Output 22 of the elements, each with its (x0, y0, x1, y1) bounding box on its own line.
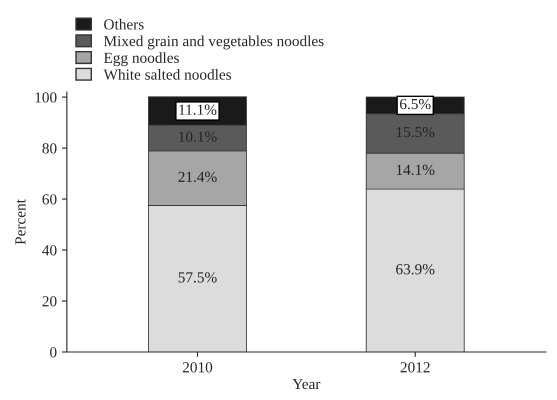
legend-label: Mixed grain and vegetables noodles (104, 35, 324, 50)
data-label: 14.1% (396, 164, 434, 176)
y-axis-title: Percent (15, 199, 26, 244)
y-tick-label: 0 (50, 347, 57, 358)
data-label: 21.4% (178, 172, 217, 182)
data-label: 63.9% (396, 264, 434, 274)
data-label: 57.5% (178, 272, 217, 283)
y-tick-label: 20 (42, 296, 57, 306)
legend-label: Others (104, 18, 144, 30)
x-tick-label: 2010 (182, 362, 212, 372)
legend-label: Egg noodles (104, 52, 179, 66)
data-label: 6.5% (400, 98, 431, 110)
data-label: 11.1% (179, 104, 216, 115)
data-label: 10.1% (179, 132, 217, 142)
data-label: 15.5% (396, 126, 434, 138)
y-tick-label: 60 (42, 194, 57, 205)
y-tick-label: 40 (42, 245, 57, 256)
legend-label: White salted noodles (104, 68, 232, 80)
y-tick-label: 80 (42, 143, 57, 154)
x-axis-title: Year (292, 378, 320, 390)
x-tick-label: 2012 (400, 362, 430, 372)
y-tick-label: 100 (36, 92, 57, 103)
